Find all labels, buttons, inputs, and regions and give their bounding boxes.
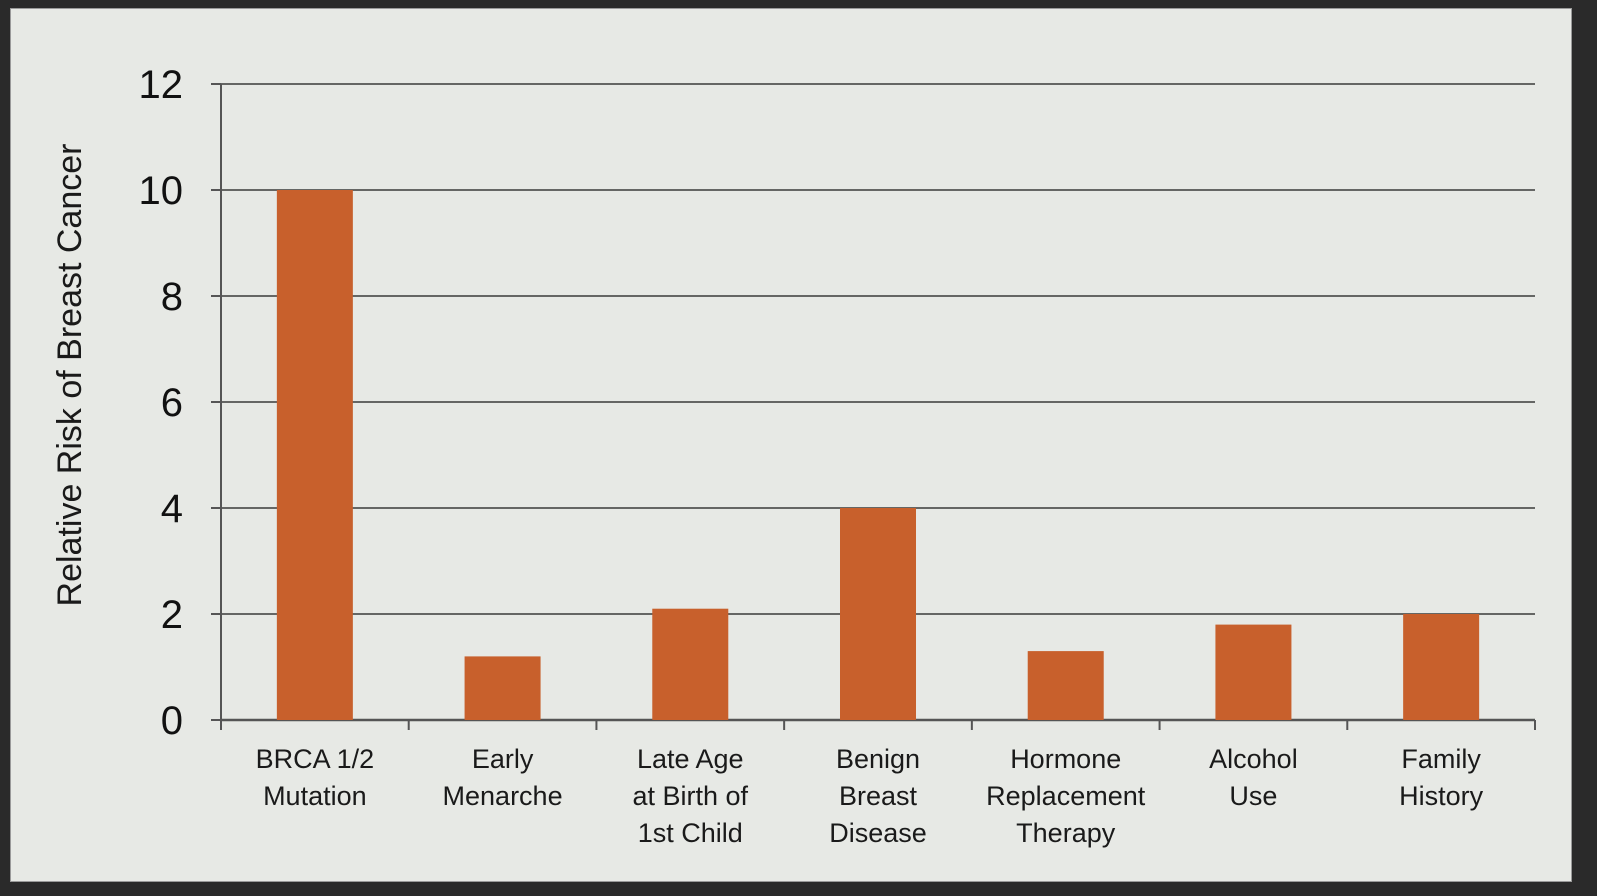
x-tick-label-line: Hormone [1010,744,1121,774]
bar [840,508,916,720]
bars [276,190,1480,720]
y-tick-label: 6 [161,381,183,425]
x-tick-label-line: Menarche [443,781,563,811]
bar [1215,624,1292,720]
gridlines [221,83,1535,615]
x-tick-label-line: 1st Child [638,818,743,848]
x-tick-label: Late Age at Birth of 1st Child [633,744,749,848]
x-tick-label-line: Therapy [1016,818,1116,848]
x-tick-label-line: Alcohol [1209,744,1298,774]
bar [464,656,541,720]
y-tick-label: 8 [161,275,183,319]
bar [652,608,729,720]
y-tick-labels: 0 2 4 6 8 10 12 [139,63,184,743]
y-axis-label: Relative Risk of Breast Cancer [51,144,89,607]
x-tick-label-line: at Birth of [633,781,749,811]
x-tick-label-line: History [1399,781,1484,811]
y-tick-label: 12 [139,63,184,107]
x-tick-label: BRCA 1/2 Mutation [256,744,375,811]
x-tick-label-line: BRCA 1/2 [256,744,375,774]
y-tick-label: 2 [161,593,183,637]
x-tick-label-line: Family [1401,744,1481,774]
x-tick-label-line: Disease [829,818,927,848]
x-tick-label-line: Breast [839,781,918,811]
x-tick-label-line: Replacement [986,781,1146,811]
x-tick-label: Early Menarche [443,744,563,811]
x-tick-label-line: Mutation [263,781,367,811]
x-tick-label: Family History [1399,744,1484,811]
bar [1027,651,1104,720]
bar [1403,614,1480,720]
chart-frame: 0 2 4 6 8 10 12 BRCA 1/2 Mutation Early Menarche L… [10,8,1572,882]
x-tick-label-line: Benign [836,744,920,774]
bar-chart: 0 2 4 6 8 10 12 BRCA 1/2 Mutation Early Menarche L… [51,63,1536,848]
x-tick-label: Alcohol Use [1209,744,1298,811]
bar [276,190,353,720]
y-tick-label: 10 [139,169,184,213]
x-tick-labels: BRCA 1/2 Mutation Early Menarche Late Age at … [256,744,1484,848]
x-tick-label-line: Early [472,744,534,774]
x-tick-label: Hormone Replacement Therapy [986,744,1146,848]
x-tick-label-line: Late Age [637,744,744,774]
x-tick-label: Benign Breast Disease [829,744,927,848]
y-tick-label: 0 [161,699,183,743]
x-tick-label-line: Use [1229,781,1277,811]
y-tick-label: 4 [161,487,183,531]
